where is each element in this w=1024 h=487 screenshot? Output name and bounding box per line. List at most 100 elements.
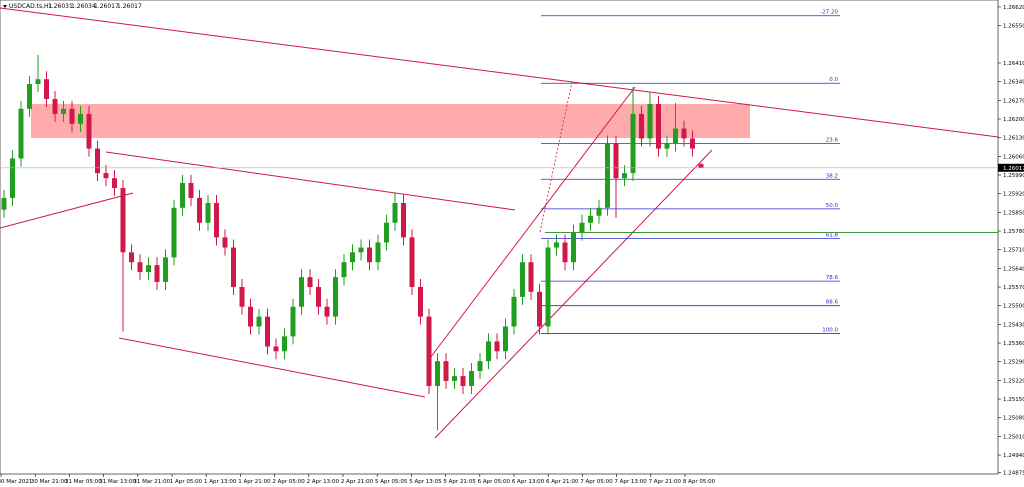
fib-level-label: 0.0 [829,77,838,83]
x-tick-label: 7 Apr 05:00 [580,479,613,485]
channel-line [105,151,516,211]
y-tick-label: 1.25850 [1003,210,1024,216]
candle-body [554,242,559,248]
candle-body [562,242,568,263]
y-tick-label: 1.25360 [1003,341,1024,347]
y-tick-label: 1.25290 [1003,360,1024,366]
y-tick-label: 1.26060 [1003,154,1024,160]
fib-level-label: 78.6 [826,275,839,281]
trend-line [0,192,134,229]
x-tick-label: 31 Mar 05:00 [65,479,102,485]
candle-body [214,202,219,238]
candle-body [571,232,576,263]
candle-body [154,265,160,282]
candle-body [273,346,279,352]
header-close: 1.26017 [117,3,142,10]
x-tick-label: 1 Apr 05:00 [170,479,203,485]
candle-body [367,247,372,263]
candle-body [188,182,194,198]
candle-body [384,222,389,243]
y-tick-label: 1.26200 [1003,117,1024,123]
current-price-label: 1.26017 [1003,166,1024,172]
y-tick-label: 1.24875 [1003,470,1024,476]
candle-body [103,173,109,179]
candle-body [95,148,100,174]
fib-level-label: 100.0 [822,327,838,333]
candle-body [120,188,126,253]
candle-body [469,371,474,386]
candle-body [239,287,245,307]
y-tick-label: 1.25500 [1003,304,1024,310]
candle-body [180,182,185,208]
x-tick-label: 8 Apr 05:00 [683,479,716,485]
candle-body [69,108,75,124]
y-tick-label: 1.26620 [1003,5,1024,11]
fib-level-label: 88.6 [826,300,839,306]
x-tick-label: 1 Apr 13:00 [204,479,237,485]
candle-body [248,306,253,327]
candle-body [537,291,542,327]
x-tick-label: 30 Mar 21:00 [31,479,68,485]
y-tick-label: 1.26550 [1003,24,1024,30]
candle-body [146,265,151,273]
candle-body [231,247,236,288]
candle-body [129,252,134,263]
x-tick-label: 5 Apr 13:05 [409,479,442,485]
x-tick-label: 30 Mar 2021 [0,479,32,485]
candle-body [494,341,500,352]
y-tick-label: 1.25570 [1003,285,1024,291]
x-tick-label: 2 Apr 13:00 [307,479,340,485]
candle-body [639,113,644,139]
candle-body [528,262,534,292]
y-tick-label: 1.25220 [1003,378,1024,384]
channel-line [426,86,636,363]
y-tick-label: 1.25640 [1003,266,1024,272]
candle-body [1,197,7,210]
candle-body [596,207,602,216]
candle-body [673,128,678,144]
y-tick-label: 1.25010 [1003,434,1024,440]
candle-body [137,262,143,273]
zone-rectangle [31,104,750,138]
x-tick-label: 2 Apr 05:00 [272,479,305,485]
header-low: 1.26017 [94,3,119,10]
candle-body [681,128,687,139]
y-tick-label: 1.25990 [1003,173,1024,179]
candle-body [511,296,517,327]
header-high: 1.26034 [71,3,96,10]
candle-body [452,376,457,381]
candle-body [647,104,653,139]
candle-body [630,113,636,174]
candle-body [10,158,15,198]
fib-level-label: 50.0 [826,203,839,209]
trend-line [0,7,999,138]
candle-body [375,242,381,263]
channel-line [118,337,426,398]
candle-body [324,306,330,317]
candle-body [316,287,321,307]
candle-body [486,341,491,362]
y-tick-label: 1.26130 [1003,136,1024,142]
current-price-marker [998,163,1024,172]
candle-body [197,197,202,223]
y-tick-label: 1.25430 [1003,322,1024,328]
fib-level-label: 61.8 [826,232,839,238]
candle-body [290,306,296,337]
candle-body [520,262,525,297]
y-tick-label: 1.24940 [1003,453,1024,459]
y-tick-label: 1.25920 [1003,192,1024,198]
candle-body [401,202,406,238]
candle-body [163,257,168,282]
y-tick-label: 1.25080 [1003,416,1024,422]
x-tick-label: 5 Apr 05:05 [375,479,408,485]
x-tick-label: 31 Mar 13:00 [99,479,136,485]
candle-body [588,215,593,223]
fib-level-label: 38.2 [826,173,838,179]
candle-body [664,143,670,149]
candle-body [477,361,483,372]
candle-body [205,202,211,223]
candle-body [435,361,440,386]
menu-arrow[interactable] [3,5,7,8]
